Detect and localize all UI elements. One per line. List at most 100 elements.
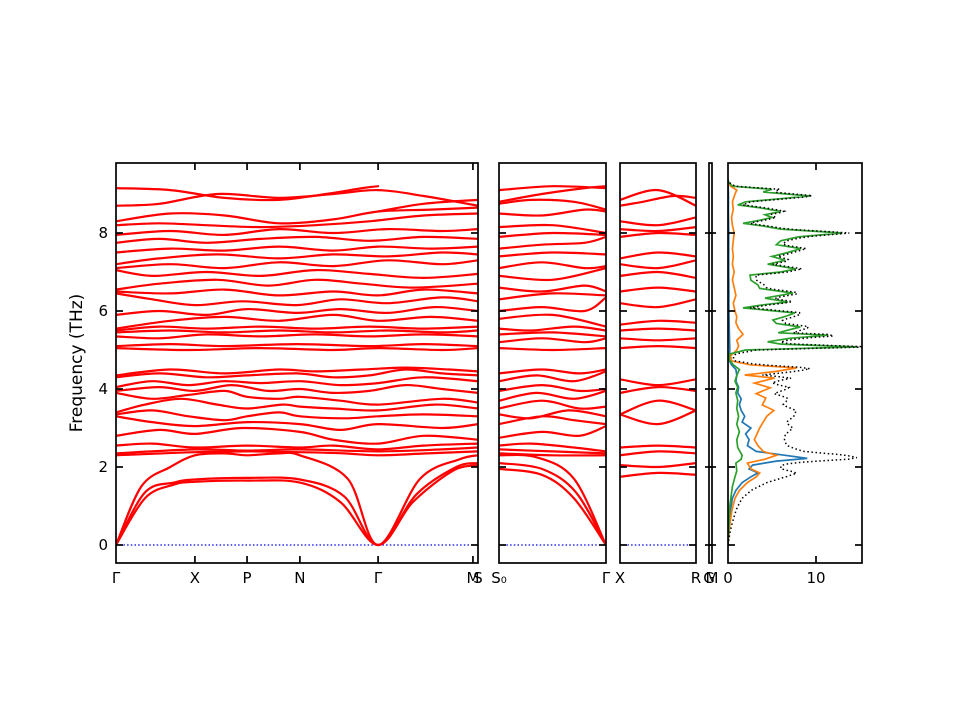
phonon-band	[499, 296, 606, 313]
phonon-band	[116, 451, 478, 547]
phonon-band	[620, 327, 696, 332]
phonon-band	[116, 259, 478, 270]
phonon-band	[116, 268, 478, 280]
phonon-band	[499, 208, 606, 217]
ytick-label: 0	[98, 536, 108, 554]
kpoint-label: X	[614, 569, 626, 587]
phonon-band	[499, 462, 606, 547]
kpoint-label: Γ	[111, 569, 121, 587]
dos-total-curve	[728, 178, 862, 546]
axes-frame	[498, 162, 607, 564]
phonon-band	[499, 409, 606, 420]
dos-curve-pdos-species-1	[728, 182, 808, 546]
phonon-band	[499, 453, 606, 547]
phonon-band	[499, 425, 606, 439]
phonon-band	[499, 251, 606, 258]
kpoint-label: Γ	[601, 569, 611, 587]
phonon-band	[499, 399, 606, 410]
kpoint-label: 0	[723, 569, 733, 587]
kpoint-label: G	[703, 569, 715, 587]
phonon-band	[499, 467, 606, 547]
kpoint-label: M	[466, 569, 480, 587]
phonon-band	[116, 292, 478, 307]
ytick-label: 8	[98, 224, 108, 242]
dos-curve-pdos-species-3	[728, 180, 858, 546]
phonon-band	[620, 319, 696, 326]
phonon-band	[116, 333, 478, 340]
phonon-band	[499, 313, 606, 328]
band-panel-1	[116, 185, 478, 547]
kpoint-label: M	[705, 569, 719, 587]
band-panel-2	[499, 185, 606, 547]
ytick-label: 2	[98, 458, 108, 476]
phonon-band	[116, 325, 478, 332]
phonon-band	[499, 235, 606, 250]
phonon-band	[620, 251, 696, 260]
kpoint-label: Γ	[373, 569, 383, 587]
phonon-band	[499, 347, 606, 352]
kpoint-label: N	[294, 569, 306, 587]
phonon-band	[116, 212, 478, 229]
phonon-band	[499, 448, 606, 455]
phonon-band	[499, 331, 606, 338]
ytick-label: 6	[98, 302, 108, 320]
phonon-band	[116, 305, 478, 317]
phonon-band	[116, 383, 478, 395]
phonon-band	[499, 389, 606, 402]
phonon-band	[116, 346, 478, 352]
phonon-band	[116, 185, 380, 202]
phonon-band	[499, 383, 606, 393]
dos-curve-pdos-species-2	[728, 181, 797, 546]
phonon-band	[499, 337, 606, 344]
phonon-band	[499, 198, 606, 211]
phonon-band	[620, 471, 696, 478]
phonon-band	[620, 344, 696, 350]
phonon-band	[116, 415, 478, 432]
phonon-band	[620, 194, 696, 207]
phonon-band	[116, 278, 478, 291]
phonon-band	[377, 198, 478, 213]
phonon-band	[620, 259, 696, 270]
phonon-band	[116, 342, 478, 348]
axes-frame	[708, 162, 713, 564]
phonon-band	[499, 284, 606, 293]
phonon-band	[499, 185, 606, 192]
phonon-band	[116, 368, 478, 379]
phonon-band	[116, 235, 478, 244]
phonon-band	[620, 399, 696, 416]
phonon-band	[116, 206, 478, 225]
band-panel-3	[620, 188, 696, 546]
kpoint-label: S	[473, 569, 483, 587]
phonon-band	[499, 452, 606, 457]
phonon-band	[116, 397, 478, 414]
phonon-band	[620, 378, 696, 387]
phonon-band	[620, 298, 696, 309]
kpoint-label: S₀	[491, 569, 507, 587]
phonon-band	[116, 227, 478, 237]
phonon-band	[499, 370, 606, 383]
phonon-band	[620, 286, 696, 293]
phonon-band	[620, 216, 696, 227]
phonon-band	[499, 442, 606, 453]
phonon-band	[620, 270, 696, 279]
ytick-label: 4	[98, 380, 108, 398]
phonon-band	[116, 245, 478, 254]
phonon-band	[116, 313, 478, 330]
phonon-band	[499, 223, 606, 235]
phonon-band	[116, 409, 478, 422]
phonon-band	[116, 426, 478, 445]
phonon-band	[499, 261, 606, 270]
phonon-band	[116, 450, 478, 457]
phonon-band	[116, 389, 478, 406]
kpoint-label: 10	[806, 569, 826, 587]
phonon-band	[620, 337, 696, 342]
phonon-band	[620, 385, 696, 394]
phonon-band	[499, 267, 606, 282]
phonon-band	[620, 226, 696, 233]
phonon-band	[116, 251, 478, 266]
kpoint-label: P	[242, 569, 252, 587]
phonon-band	[116, 288, 478, 297]
phonon-band	[620, 231, 696, 238]
